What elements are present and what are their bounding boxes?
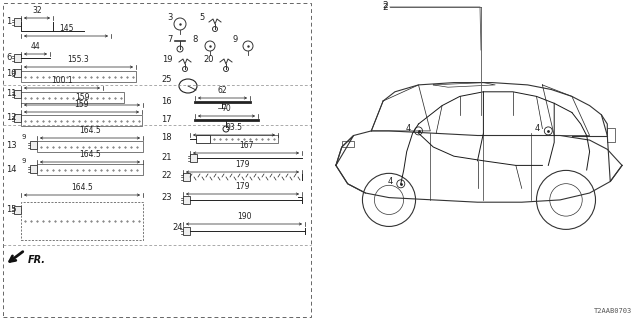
Text: 6: 6 [6,53,12,62]
Bar [21,71,136,82]
Text: 179: 179 [236,160,250,169]
Bar [14,69,21,77]
Text: 11: 11 [6,90,17,99]
Text: 159: 159 [75,93,89,102]
Bar [183,227,190,235]
Text: 145: 145 [59,24,73,33]
Bar [37,141,143,152]
Text: 164.5: 164.5 [71,183,93,192]
Text: 3: 3 [168,12,173,21]
Text: 2: 2 [382,3,388,12]
Text: 164.5: 164.5 [79,150,101,159]
Bar [14,54,21,62]
Text: 8: 8 [193,36,198,44]
Text: 24: 24 [172,222,182,231]
Text: FR.: FR. [28,255,46,265]
Text: 14: 14 [6,164,17,173]
Bar [37,164,143,175]
Text: 4: 4 [535,124,540,133]
Text: 32: 32 [32,6,42,15]
Bar [14,206,21,214]
Text: 2: 2 [382,1,388,10]
Text: 25: 25 [161,76,172,84]
Text: 20: 20 [204,55,214,65]
Bar [312,3,637,317]
Text: 70: 70 [221,104,232,113]
Bar [30,165,37,173]
Text: 22: 22 [161,171,172,180]
Bar [21,115,142,126]
Text: 16: 16 [161,98,172,107]
Bar [3,3,311,317]
Text: 23: 23 [161,194,172,203]
Bar [14,90,21,98]
Text: 15: 15 [6,205,17,214]
Text: 9: 9 [22,158,26,164]
Text: 179: 179 [236,182,250,191]
Text: 155.3: 155.3 [68,55,90,64]
Bar [607,128,615,142]
Bar [196,135,210,143]
Text: 164.5: 164.5 [79,126,101,135]
Text: 19: 19 [163,55,173,65]
Bar [190,154,197,162]
Text: 21: 21 [161,153,172,162]
Text: 44: 44 [31,42,40,51]
Text: 18: 18 [161,133,172,142]
Text: 10: 10 [6,68,17,77]
Bar [21,92,124,103]
Bar [14,18,21,26]
Text: T2AAB0703: T2AAB0703 [594,308,632,314]
Text: 9: 9 [22,134,26,140]
Text: 93.5: 93.5 [225,123,243,132]
Bar [183,196,190,204]
Text: 159: 159 [74,100,89,109]
Bar [210,135,278,143]
Text: 13: 13 [6,140,17,149]
Text: 12: 12 [6,114,17,123]
Bar [30,141,37,149]
Text: 62: 62 [218,86,227,95]
Text: 4: 4 [405,124,410,133]
Bar [14,114,21,122]
Bar [342,141,354,147]
Text: 4: 4 [388,177,393,186]
Text: 167: 167 [239,141,253,150]
Text: 190: 190 [237,212,252,221]
Text: 9: 9 [233,36,238,44]
Text: 1: 1 [6,18,12,27]
Bar [183,173,190,181]
Text: 100.1: 100.1 [51,76,73,85]
Text: 17: 17 [161,116,172,124]
Bar [21,202,143,240]
Text: 5: 5 [200,12,205,21]
Text: 7: 7 [168,36,173,44]
